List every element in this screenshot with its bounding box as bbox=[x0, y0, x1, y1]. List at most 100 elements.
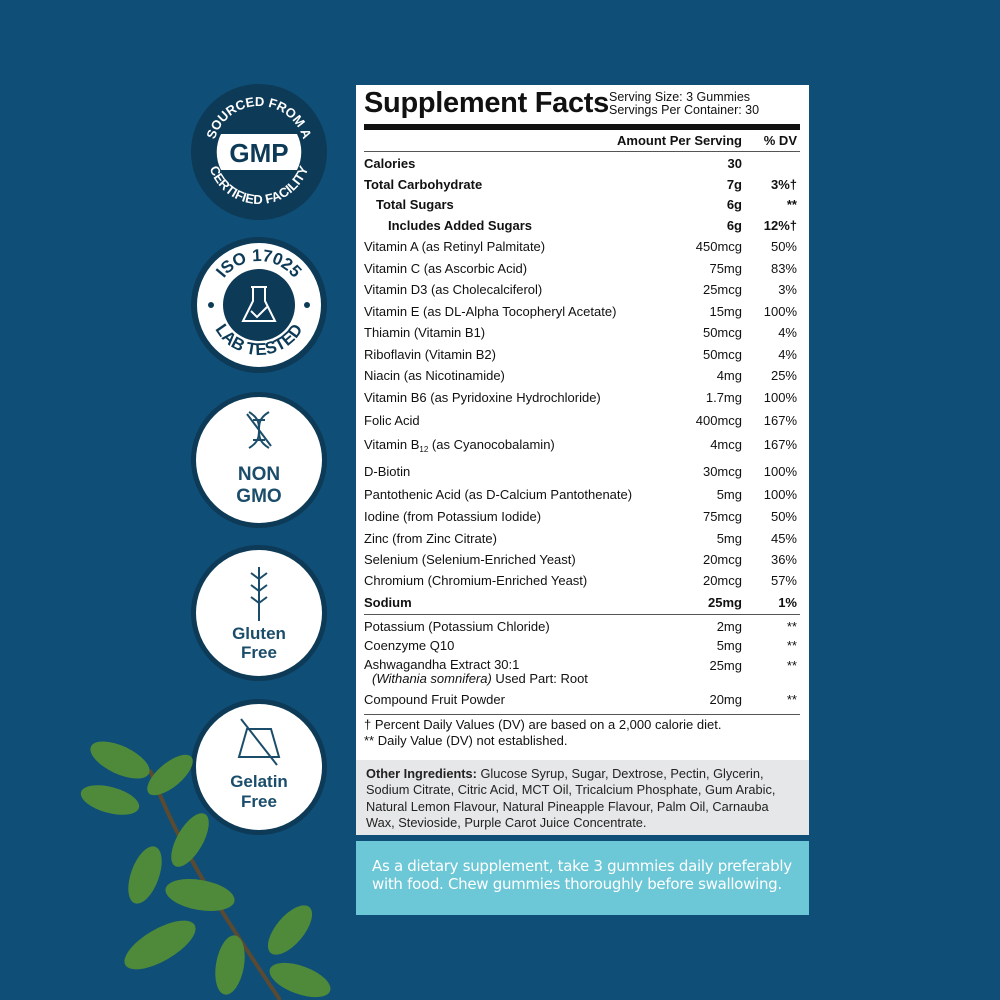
daily-value: 4% bbox=[778, 347, 797, 362]
amount: 4mg bbox=[716, 368, 742, 383]
amount: 15mg bbox=[709, 304, 742, 319]
daily-value: ** bbox=[786, 658, 797, 673]
non-gmo-badge: NON GMO bbox=[191, 392, 327, 528]
amount: 5mg bbox=[716, 487, 742, 502]
svg-text:Gelatin: Gelatin bbox=[230, 772, 288, 791]
facts-row: Total Sugars 6g ** bbox=[364, 197, 797, 217]
nutrient-name: Vitamin B6 (as Pyridoxine Hydrochloride) bbox=[364, 390, 601, 405]
daily-value: ** bbox=[786, 638, 797, 653]
amount: 5mg bbox=[716, 531, 742, 546]
facts-row: Includes Added Sugars 6g 12%† bbox=[364, 218, 797, 238]
daily-value: 1% bbox=[778, 595, 797, 610]
facts-row: Riboflavin (Vitamin B2) 50mcg 4% bbox=[364, 347, 797, 367]
facts-title: Supplement Facts bbox=[364, 87, 609, 119]
svg-text:NON: NON bbox=[238, 464, 280, 485]
amount: 400mcg bbox=[695, 413, 742, 428]
amount: 30mcg bbox=[702, 464, 742, 479]
facts-row: Compound Fruit Powder 20mg ** bbox=[364, 692, 797, 712]
nutrient-name: Chromium (Chromium-Enriched Yeast) bbox=[364, 573, 588, 588]
nutrient-name: Total Sugars bbox=[376, 197, 454, 212]
amount: 2mg bbox=[716, 619, 742, 634]
other-ingredients: Other Ingredients: Glucose Syrup, Sugar,… bbox=[356, 760, 809, 835]
other-ingredients-text: Glucose Syrup, Sugar, Dextrose, Pectin, … bbox=[366, 766, 776, 830]
divider bbox=[364, 714, 800, 715]
daily-value: ** bbox=[786, 197, 797, 212]
facts-row: Chromium (Chromium-Enriched Yeast) 20mcg 5… bbox=[364, 573, 797, 593]
amount: 50mcg bbox=[702, 325, 742, 340]
nutrient-name: Selenium (Selenium-Enriched Yeast) bbox=[364, 552, 576, 567]
daily-value: 12%† bbox=[763, 218, 797, 233]
daily-value: ** bbox=[786, 692, 797, 707]
nutrient-name: Coenzyme Q10 bbox=[364, 638, 455, 653]
nutrient-name: Iodine (from Potassium Iodide) bbox=[364, 509, 542, 524]
nutrient-name: Potassium (Potassium Chloride) bbox=[364, 619, 550, 634]
nutrient-name: Niacin (as Nicotinamide) bbox=[364, 368, 505, 383]
amount: 6g bbox=[726, 218, 742, 233]
daily-value: 50% bbox=[770, 239, 797, 254]
amount: 5mg bbox=[716, 638, 742, 653]
facts-row: Niacin (as Nicotinamide) 4mg 25% bbox=[364, 368, 797, 388]
amount: 4mcg bbox=[710, 437, 742, 452]
facts-row: Iodine (from Potassium Iodide) 75mcg 50% bbox=[364, 509, 797, 529]
facts-row: Vitamin E (as DL-Alpha Tocopheryl Acetat… bbox=[364, 304, 797, 324]
facts-row: Calories 30 bbox=[364, 156, 797, 176]
divider bbox=[364, 124, 800, 130]
daily-value: 100% bbox=[763, 304, 797, 319]
servings-per-container: Servings Per Container: 30 bbox=[609, 103, 760, 117]
daily-value: 25% bbox=[770, 368, 797, 383]
facts-row: Vitamin B12 (as Cyanocobalamin) 4mcg 167% bbox=[364, 437, 797, 457]
nutrient-name: Compound Fruit Powder bbox=[364, 692, 505, 707]
divider bbox=[364, 614, 800, 615]
amount: 450mcg bbox=[695, 239, 742, 254]
daily-value: 83% bbox=[770, 261, 797, 276]
facts-row: Folic Acid 400mcg 167% bbox=[364, 413, 797, 433]
nutrient-name: Total Carbohydrate bbox=[364, 177, 483, 192]
dna-icon bbox=[246, 411, 272, 449]
facts-row: Sodium 25mg 1% bbox=[364, 595, 797, 615]
leaf-branch-illustration bbox=[80, 741, 331, 1000]
amount: 20mg bbox=[709, 692, 742, 707]
facts-row: Total Carbohydrate 7g 3%† bbox=[364, 177, 797, 197]
daily-value: 167% bbox=[763, 413, 797, 428]
facts-row: Zinc (from Zinc Citrate) 5mg 45% bbox=[364, 531, 797, 551]
facts-row: Coenzyme Q10 5mg ** bbox=[364, 638, 797, 658]
nutrient-name: Sodium bbox=[364, 595, 412, 610]
svg-text:Free: Free bbox=[241, 643, 277, 662]
daily-value: 4% bbox=[778, 325, 797, 340]
amount: 25mg bbox=[708, 595, 742, 610]
amount: 75mcg bbox=[702, 509, 742, 524]
nutrient-name: Calories bbox=[364, 156, 416, 171]
daily-value: 50% bbox=[770, 509, 797, 524]
daily-value: 45% bbox=[770, 531, 797, 546]
nutrient-name: Vitamin D3 (as Cholecalciferol) bbox=[364, 282, 543, 297]
nutrient-name: Riboflavin (Vitamin B2) bbox=[364, 347, 496, 362]
daily-value: 3% bbox=[778, 282, 797, 297]
footnote-not-established: ** Daily Value (DV) not established. bbox=[364, 733, 568, 748]
daily-value: 36% bbox=[770, 552, 797, 567]
svg-text:GMO: GMO bbox=[236, 486, 281, 507]
flask-check-icon bbox=[241, 286, 277, 322]
facts-row: Pantothenic Acid (as D-Calcium Pantothen… bbox=[364, 487, 797, 507]
svg-text:Gluten: Gluten bbox=[232, 624, 286, 643]
daily-value: 100% bbox=[763, 487, 797, 502]
nutrient-name: Ashwagandha Extract 30:1 (Withania somnif… bbox=[364, 657, 588, 686]
amount-header: Amount Per Serving bbox=[617, 133, 742, 148]
wheat-icon bbox=[250, 567, 268, 621]
svg-text:Free: Free bbox=[241, 792, 277, 811]
nutrient-name: Vitamin C (as Ascorbic Acid) bbox=[364, 261, 528, 276]
facts-row: Potassium (Potassium Chloride) 2mg ** bbox=[364, 619, 797, 639]
facts-row: Vitamin A (as Retinyl Palmitate) 450mcg 50… bbox=[364, 239, 797, 259]
nutrient-name: Vitamin B12 (as Cyanocobalamin) bbox=[364, 437, 555, 454]
daily-value: ** bbox=[786, 619, 797, 634]
iso-lab-tested-badge: ISO 17025 LAB TESTED bbox=[191, 237, 327, 373]
nutrient-name: Thiamin (Vitamin B1) bbox=[364, 325, 486, 340]
gmp-badge: SOURCED FROM A CERTIFIED FACILITY GMP bbox=[191, 84, 327, 220]
nutrient-name: Includes Added Sugars bbox=[388, 218, 532, 233]
serving-size: Serving Size: 3 Gummies bbox=[609, 90, 751, 104]
nutrient-name: Pantothenic Acid (as D-Calcium Pantothen… bbox=[364, 487, 633, 502]
amount: 20mcg bbox=[702, 573, 742, 588]
other-ingredients-label: Other Ingredients: bbox=[366, 766, 477, 781]
nutrient-name: D-Biotin bbox=[364, 464, 411, 479]
gelatin-free-badge: Gelatin Free bbox=[191, 699, 327, 835]
facts-row: Vitamin D3 (as Cholecalciferol) 25mcg 3% bbox=[364, 282, 797, 302]
